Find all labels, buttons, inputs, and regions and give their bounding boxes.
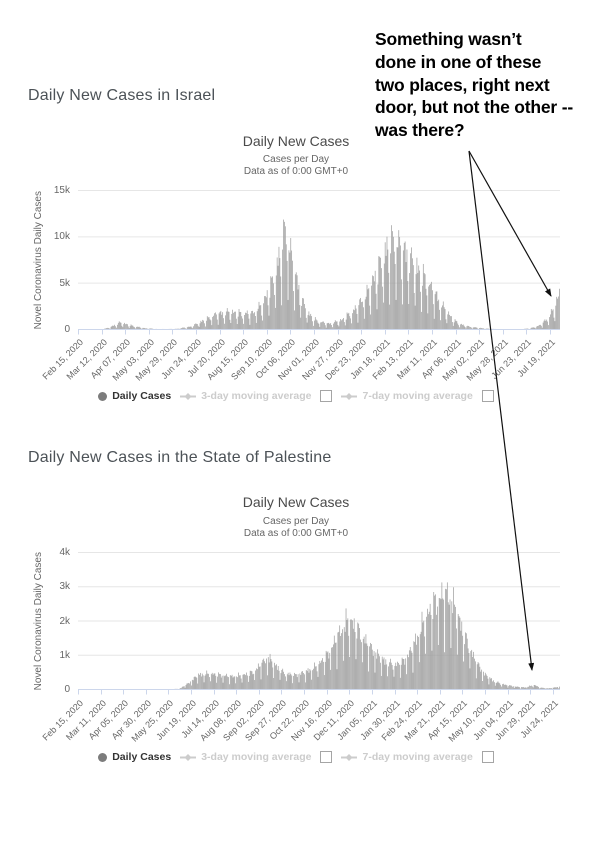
x-axis-ticks xyxy=(78,689,554,695)
y-axis-title: Novel Coronavirus Daily Cases xyxy=(31,190,45,330)
legend-label: 3-day moving average xyxy=(201,390,312,402)
legend-checkbox-7-day-moving-average[interactable] xyxy=(481,390,494,402)
daily-cases-marker-icon xyxy=(98,391,108,401)
moving-average-marker-icon xyxy=(180,392,197,400)
annotation-line: done in one of these xyxy=(375,51,542,72)
gridlines xyxy=(78,190,560,284)
legend-item-daily-cases[interactable]: Daily Cases xyxy=(98,751,171,763)
legend-item-3-day-moving-average[interactable]: 3-day moving average xyxy=(180,390,311,402)
y-axis-label: 0 xyxy=(64,324,70,335)
bars-series xyxy=(92,219,560,330)
legend-checkbox-3-day-moving-average[interactable] xyxy=(320,390,333,402)
legend-checkbox-7-day-moving-average[interactable] xyxy=(481,751,494,763)
chart-subtitle-cases-per-day: Cases per Day xyxy=(262,516,330,527)
chart-section-title-israel: Daily New Cases in Israel xyxy=(28,87,216,104)
chart-section-title-palestine: Daily New Cases in the State of Palestin… xyxy=(28,449,332,466)
moving-average-marker-icon xyxy=(341,392,358,400)
plot-area xyxy=(78,190,560,335)
legend-label: Daily Cases xyxy=(112,390,172,402)
legend-item-daily-cases[interactable]: Daily Cases xyxy=(98,390,171,402)
legend-item-3-day-moving-average[interactable]: 3-day moving average xyxy=(180,751,311,763)
legend-label: 7-day moving average xyxy=(362,390,473,402)
y-axis-label: 3k xyxy=(59,581,70,593)
annotation-line: two places, right next xyxy=(375,74,550,95)
x-axis-ticks xyxy=(78,329,551,335)
y-axis-title-text: Novel Coronavirus Daily Cases xyxy=(32,190,44,330)
annotation-line: was there? xyxy=(375,120,465,141)
legend: Daily Cases 3-day moving average 7-day mov… xyxy=(78,751,514,763)
chart-title: Daily New Cases xyxy=(242,494,350,510)
y-axis-label: 15k xyxy=(53,185,70,196)
moving-average-marker-icon xyxy=(341,753,358,761)
bars-series xyxy=(117,582,560,690)
chart-subtitle-data-as-of: Data as of 0:00 GMT+0 xyxy=(243,166,349,177)
legend-label: 3-day moving average xyxy=(201,751,312,763)
chart-subtitle-data-as-of: Data as of 0:00 GMT+0 xyxy=(243,528,349,539)
legend-checkbox-3-day-moving-average[interactable] xyxy=(320,751,333,763)
legend-item-7-day-moving-average[interactable]: 7-day moving average xyxy=(341,390,473,402)
plot-area xyxy=(78,552,560,695)
chart-subtitle-cases-per-day: Cases per Day xyxy=(262,154,330,165)
y-axis-label: 5k xyxy=(59,277,70,289)
legend-label: 7-day moving average xyxy=(362,751,473,763)
y-axis-label: 4k xyxy=(59,547,70,558)
y-axis-label: 10k xyxy=(53,231,70,243)
chart-title: Daily New Cases xyxy=(242,133,350,149)
annotation-line: Something wasn’t xyxy=(375,29,522,49)
legend: Daily Cases 3-day moving average 7-day mov… xyxy=(78,390,514,402)
moving-average-marker-icon xyxy=(180,753,197,761)
y-axis-label: 0 xyxy=(64,684,70,695)
y-axis-label: 1k xyxy=(59,649,70,661)
annotation-line: door, but not the other -- xyxy=(375,97,573,118)
y-axis-label: 2k xyxy=(59,615,70,627)
gridlines xyxy=(78,552,560,656)
annotation-note: Something wasn’t done in one of these tw… xyxy=(375,28,593,142)
daily-cases-marker-icon xyxy=(98,752,108,762)
legend-item-7-day-moving-average[interactable]: 7-day moving average xyxy=(341,751,473,763)
legend-label: Daily Cases xyxy=(112,751,172,763)
